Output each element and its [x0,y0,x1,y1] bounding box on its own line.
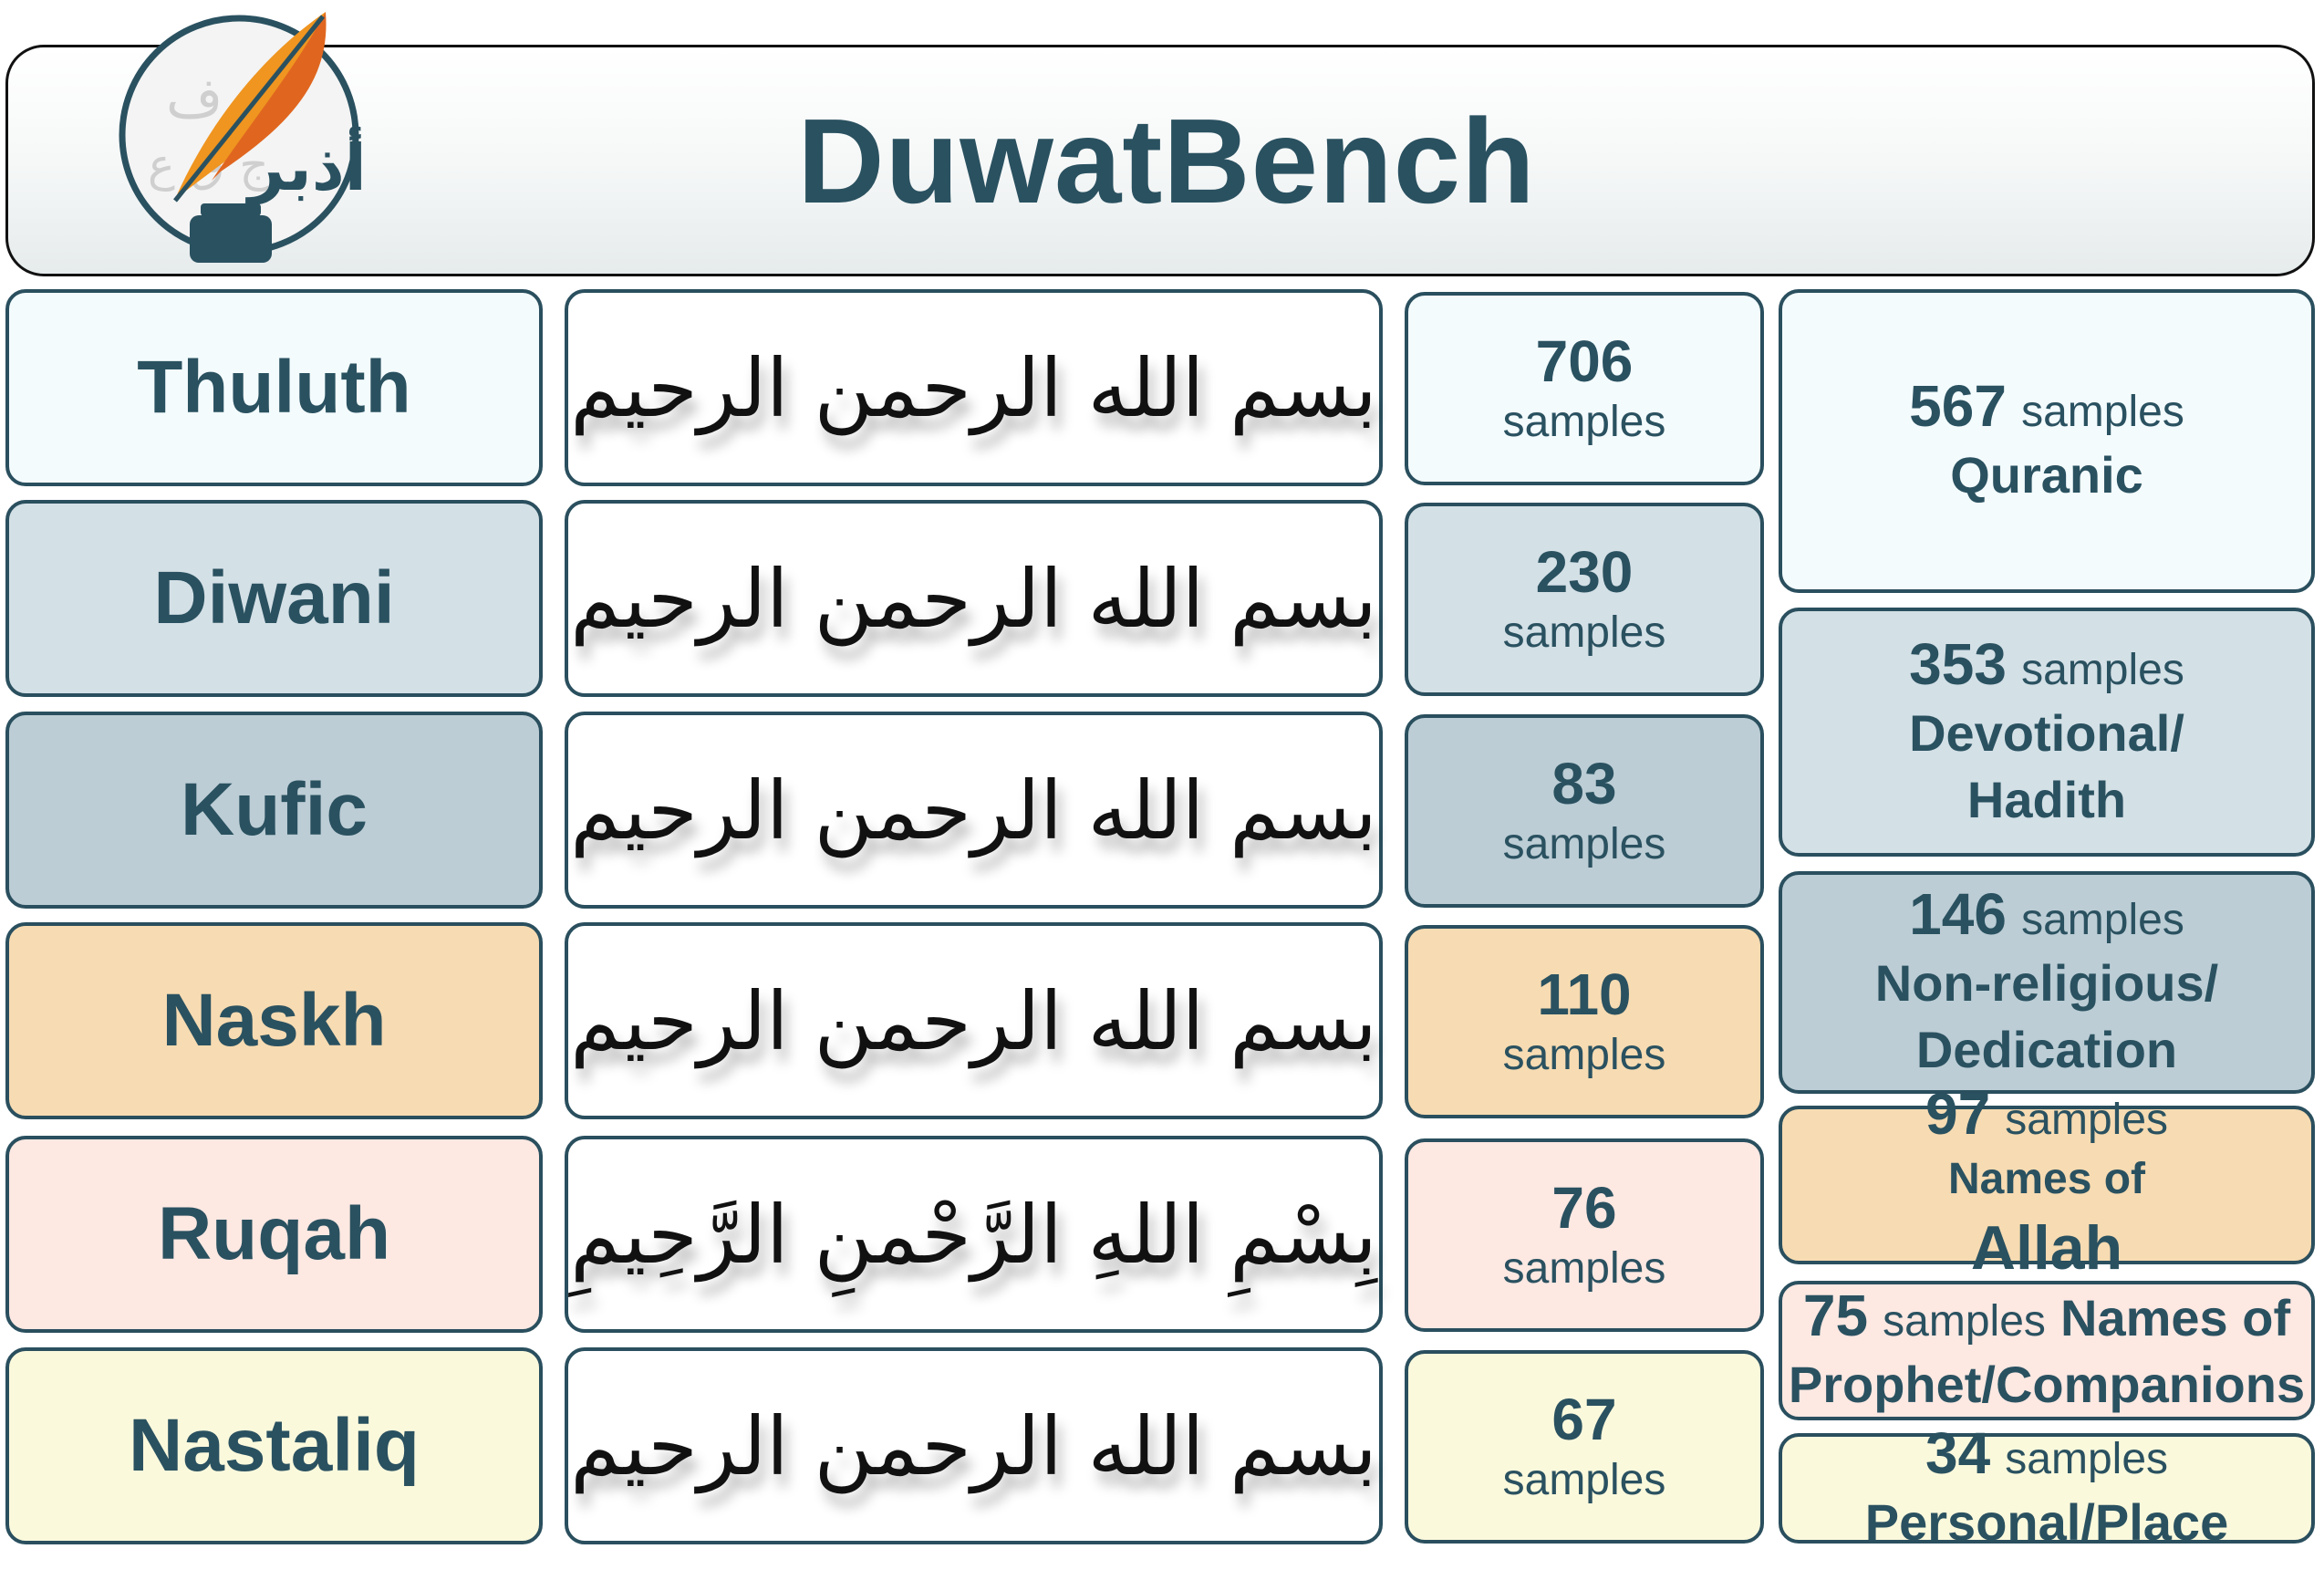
style-sample-count: 706 samples [1405,292,1764,485]
samples-label: samples [1883,1296,2046,1346]
category-label-line2: Prophet/Companions [1788,1356,2306,1414]
category-label: Quranic [1950,446,2143,504]
sample-count: 83 [1551,751,1617,817]
samples-label: samples [2021,387,2184,436]
samples-label: samples [2005,1434,2169,1483]
category-label-row: Names of Allah [1948,1151,2145,1289]
category-label: Names of [2060,1288,2291,1346]
category-label: Names of [1947,1154,2146,1203]
samples-label: samples [1502,1456,1666,1504]
category-count: 97 [1925,1081,1991,1148]
style-name-cell: Diwani [5,500,543,697]
style-name: Kufic [181,768,368,851]
calligraphy-text: بسم الله الرحمن الرحیم [570,1398,1377,1493]
style-name: Thuluth [137,346,411,429]
style-name-cell: Ruqah [5,1136,543,1333]
style-name: Diwani [153,556,395,639]
calligraphy-sample-image: بسم الله الرحمن الرحيم [565,289,1383,486]
style-sample-count: 67 samples [1405,1350,1764,1544]
category-label-line2: Allah [1970,1213,2123,1284]
header-banner [5,45,2315,276]
category-count: 34 [1925,1419,1991,1486]
samples-label: samples [2005,1096,2169,1145]
sample-count: 230 [1535,539,1634,606]
category-label-line2: Hadith [1966,770,2127,828]
calligraphy-sample-image: بسم الله الرحمن الرحیم [565,1347,1383,1544]
calligraphy-sample-image: بسم الله الرحمن الرحيم [565,922,1383,1119]
style-name-cell: Thuluth [5,289,543,486]
sample-count: 706 [1535,328,1634,395]
style-sample-count: 76 samples [1405,1138,1764,1332]
samples-label: samples [1502,1244,1666,1293]
style-name-cell: Nastaliq [5,1347,543,1544]
sample-count: 76 [1551,1175,1617,1242]
samples-label: samples [1502,820,1666,868]
style-name: Ruqah [157,1192,391,1275]
svg-text:أذبر: أذبر [245,126,367,205]
category-count: 75 [1802,1282,1869,1348]
calligraphy-sample-image: بسم الله الرحمن الرحيم [565,712,1383,909]
style-name: Nastaliq [129,1404,420,1487]
style-name-cell: Naskh [5,922,543,1119]
category-count: 567 [1909,372,2007,439]
style-sample-count: 83 samples [1405,714,1764,908]
samples-label: samples [2021,896,2184,944]
category-label: Devotional/ [1909,703,2184,762]
calligraphy-text: بِسْمِ اللهِ الرَّحْمنِ الرَّحِيمِ [570,1187,1377,1282]
category-cell: 34 samples Personal/Place [1779,1420,2315,1551]
sample-count: 67 [1551,1387,1617,1453]
style-sample-count: 110 samples [1405,925,1764,1118]
samples-label: samples [1502,398,1666,446]
calligraphy-sample-image: بِسْمِ اللهِ الرَّحْمنِ الرَّحِيمِ [565,1136,1383,1333]
category-label-line2: Dedication [1915,1021,2178,1079]
category-cell: 97 samples Names of Allah [1779,1081,2315,1283]
sample-count: 110 [1537,962,1632,1028]
category-label: Non-religious/ [1874,954,2219,1013]
style-sample-count: 230 samples [1405,503,1764,696]
calligraphy-sample-image: بسم الله الرحمن الرحيم [565,500,1383,697]
samples-label: samples [2021,645,2184,694]
category-cell: 353 samples Devotional/ Hadith [1779,608,2315,857]
logo-quill-ink-icon: ط ف ج ق ع أذبر [119,12,367,263]
calligraphy-text: بسم الله الرحمن الرحيم [570,340,1377,435]
category-cell: 75 samples Names of Prophet/Companions [1779,1281,2315,1420]
style-name-cell: Kufic [5,712,543,909]
samples-label: samples [1502,608,1666,657]
category-cell: 567 samples Quranic [1779,289,2315,593]
calligraphy-text: بسم الله الرحمن الرحيم [570,973,1377,1068]
calligraphy-text: بسم الله الرحمن الرحيم [570,551,1377,646]
category-count: 146 [1909,881,2007,947]
category-count: 353 [1909,630,2007,697]
page-title: DuwatBench [797,93,1536,228]
style-name: Naskh [161,979,387,1062]
category-label: Personal/Place [1864,1493,2229,1552]
samples-label: samples [1502,1031,1666,1079]
calligraphy-text: بسم الله الرحمن الرحيم [570,763,1377,858]
category-cell: 146 samples Non-religious/ Dedication [1779,871,2315,1094]
